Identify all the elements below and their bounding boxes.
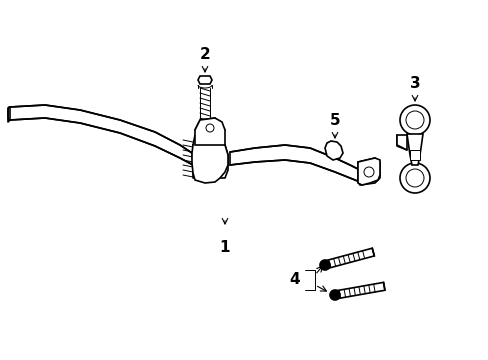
Polygon shape bbox=[406, 134, 422, 165]
Circle shape bbox=[329, 290, 339, 300]
Polygon shape bbox=[409, 150, 419, 160]
Text: 1: 1 bbox=[219, 240, 230, 255]
Polygon shape bbox=[357, 158, 379, 185]
Circle shape bbox=[319, 260, 329, 270]
Polygon shape bbox=[325, 141, 342, 160]
Polygon shape bbox=[229, 145, 359, 182]
Polygon shape bbox=[396, 135, 406, 150]
Polygon shape bbox=[324, 248, 374, 269]
Text: 2: 2 bbox=[199, 47, 210, 62]
Polygon shape bbox=[10, 105, 193, 165]
Polygon shape bbox=[198, 76, 212, 84]
Polygon shape bbox=[192, 132, 227, 183]
Text: 4: 4 bbox=[289, 273, 300, 288]
Text: 3: 3 bbox=[409, 76, 420, 91]
Text: 5: 5 bbox=[329, 113, 340, 128]
Polygon shape bbox=[334, 282, 384, 299]
Polygon shape bbox=[195, 118, 224, 145]
